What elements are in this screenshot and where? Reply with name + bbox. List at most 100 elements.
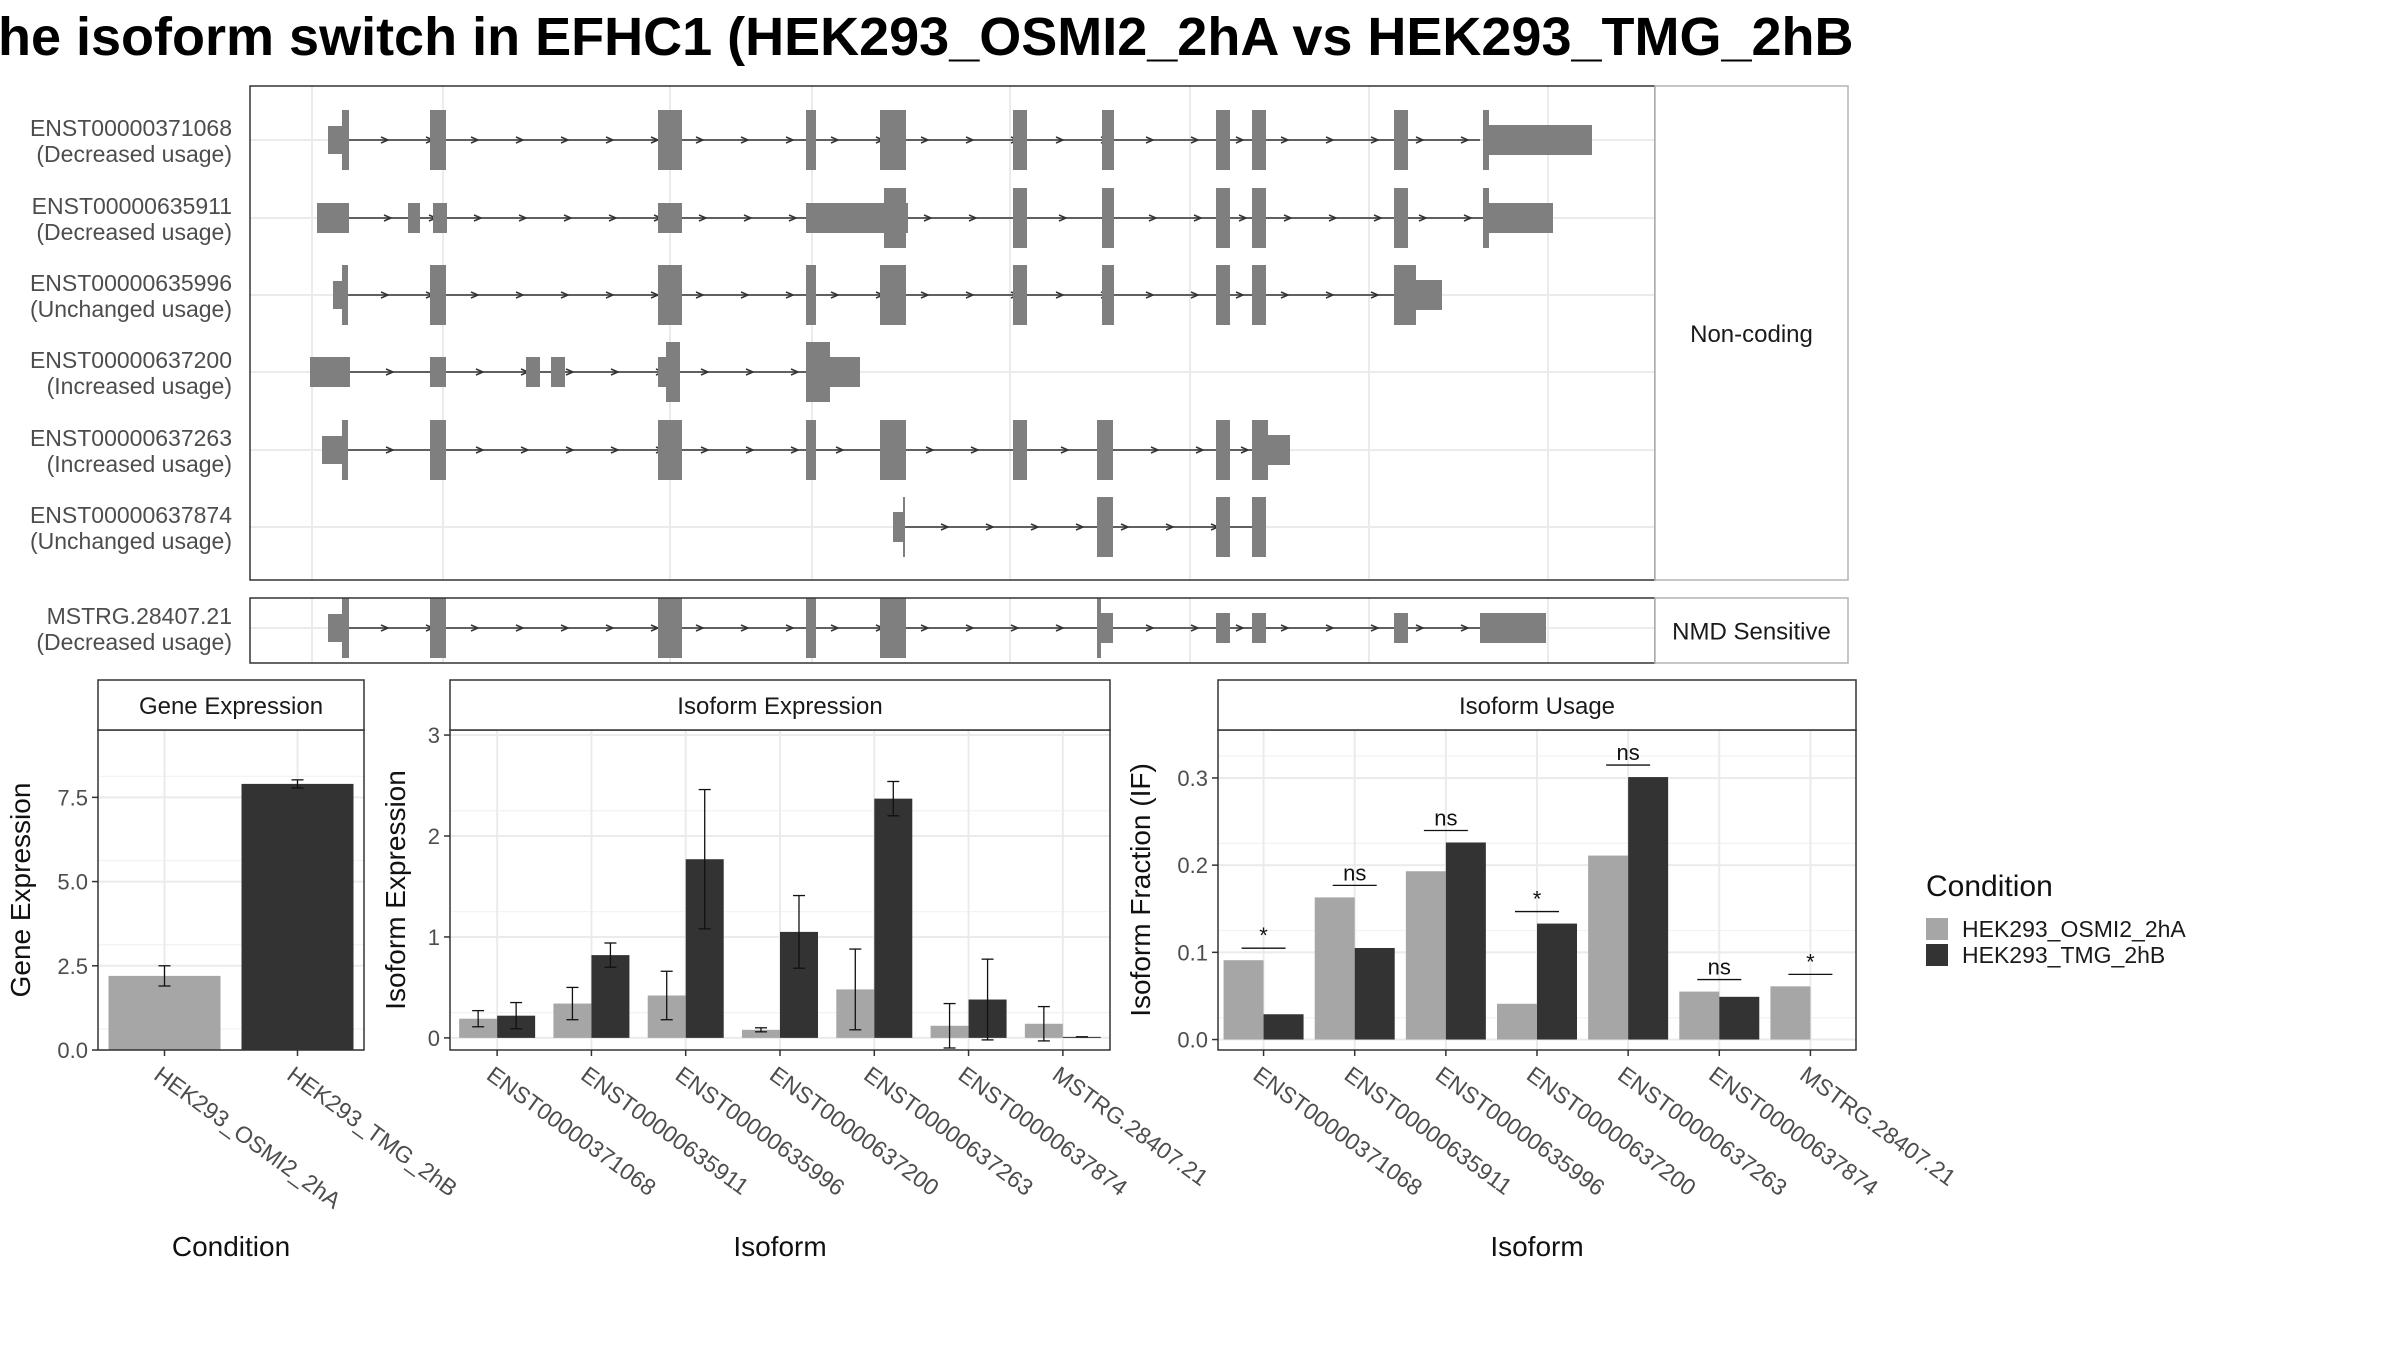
- x-tick-label: ENST00000637263: [859, 1061, 1038, 1201]
- strand-arrow: [830, 136, 840, 144]
- exon: [322, 436, 344, 464]
- exon: [1013, 265, 1027, 325]
- strip-nmd-label: NMD Sensitive: [1672, 619, 1831, 646]
- bar: [1588, 855, 1629, 1040]
- legend-title: Condition: [1926, 870, 2053, 903]
- bar: [1719, 996, 1760, 1040]
- strand-arrow: [1325, 136, 1335, 144]
- y-tick-label: 0.0: [1177, 1028, 1208, 1053]
- strand-arrow: [970, 446, 980, 454]
- isoform-usage-label: (Unchanged usage): [30, 528, 232, 554]
- bar: [1628, 777, 1669, 1040]
- bar: [1497, 1003, 1537, 1040]
- strand-arrow: [790, 446, 800, 454]
- strand-arrow: [1055, 624, 1065, 632]
- error-bar: [510, 1001, 523, 1030]
- isoform-usage-label: (Increased usage): [47, 373, 232, 399]
- isoform-usage-label: (Decreased usage): [36, 219, 232, 245]
- error-bar: [755, 1027, 767, 1033]
- strand-arrow: [835, 446, 845, 454]
- isoform-expression-strip: [449, 679, 1111, 731]
- error-bar: [660, 970, 673, 1021]
- exon: [1394, 110, 1408, 170]
- x-tick-label: ENST00000637200: [765, 1061, 944, 1201]
- strand-arrow: [515, 136, 525, 144]
- strand-arrow: [985, 523, 995, 531]
- strand-arrow: [515, 624, 525, 632]
- error-bar: [698, 788, 711, 930]
- bar: [1314, 897, 1355, 1040]
- strand-arrow: [1030, 523, 1040, 531]
- strand-arrow: [473, 214, 483, 222]
- strand-arrow: [385, 446, 395, 454]
- strand-arrow: [1328, 214, 1338, 222]
- exon: [328, 614, 342, 642]
- isoform-track-ENST00000637874: [893, 497, 1266, 557]
- x-tick-label: ENST00000637874: [954, 1061, 1133, 1201]
- isoform-track-ENST00000635911: [317, 188, 1553, 248]
- strand-arrow: [1165, 523, 1175, 531]
- exon: [551, 357, 565, 387]
- exon: [328, 126, 342, 154]
- strand-arrow: [1370, 624, 1380, 632]
- y-axis-title: Isoform Expression: [380, 770, 411, 1010]
- exon: [1252, 188, 1266, 248]
- isoform-track-ENST00000637200: [310, 342, 860, 402]
- isoform-expression-title: Isoform Expression: [677, 693, 882, 720]
- isoform-track-ENST00000635996: [333, 265, 1442, 325]
- exon: [1216, 613, 1230, 643]
- legend-swatch: [1926, 944, 1948, 966]
- isoform-usage-label: (Unchanged usage): [30, 296, 232, 322]
- error-bar: [887, 780, 900, 817]
- exon: [1394, 188, 1408, 248]
- x-tick-label: ENST00000637200: [1522, 1061, 1701, 1201]
- x-tick-label: ENST00000635996: [671, 1061, 850, 1201]
- exon: [1216, 188, 1230, 248]
- exon: [1102, 265, 1114, 325]
- strand-arrow: [1460, 624, 1470, 632]
- error-bar: [566, 986, 579, 1021]
- strand-arrow: [1415, 624, 1425, 632]
- strand-arrow: [940, 523, 950, 531]
- exon: [1216, 420, 1230, 480]
- x-tick-label: MSTRG.28407.21: [1048, 1061, 1213, 1191]
- significance-label: ns: [1434, 805, 1457, 830]
- strand-arrow: [1145, 291, 1155, 299]
- strand-arrow: [470, 291, 480, 299]
- isoform-id-label: ENST00000637874: [30, 502, 232, 528]
- strand-arrow: [475, 446, 485, 454]
- isoform-track-ENST00000371068: [328, 110, 1592, 170]
- error-bar: [943, 1002, 956, 1049]
- strand-arrow: [1280, 291, 1290, 299]
- exon: [1252, 613, 1266, 643]
- strand-arrow: [1190, 291, 1200, 299]
- exon: [430, 357, 446, 387]
- strand-arrow: [740, 624, 750, 632]
- strand-arrow: [745, 368, 755, 376]
- exon: [1097, 497, 1113, 557]
- exon: [880, 420, 906, 480]
- exon: [1489, 203, 1553, 233]
- strand-arrow: [605, 624, 615, 632]
- strip-noncoding: [1654, 85, 1849, 581]
- exon: [806, 420, 816, 480]
- isoform-id-label: ENST00000371068: [30, 115, 232, 141]
- strand-arrow: [515, 291, 525, 299]
- y-axis-title: Isoform Fraction (IF): [1125, 763, 1156, 1017]
- strand-arrow: [698, 214, 708, 222]
- strand-arrow: [1193, 214, 1203, 222]
- y-tick-label: 2: [428, 824, 440, 849]
- error-bar: [793, 894, 805, 969]
- strand-arrow: [1415, 136, 1425, 144]
- figure-title: he isoform switch in EFHC1 (HEK293_OSMI2…: [0, 7, 1854, 67]
- exon: [1489, 125, 1592, 155]
- x-tick-label: ENST00000635996: [1431, 1061, 1610, 1201]
- bar: [108, 975, 221, 1050]
- exon: [1252, 420, 1268, 480]
- exon: [310, 357, 350, 387]
- significance-label: *: [1259, 923, 1268, 948]
- exon: [658, 110, 682, 170]
- error-bar: [158, 965, 171, 987]
- exon: [342, 598, 349, 658]
